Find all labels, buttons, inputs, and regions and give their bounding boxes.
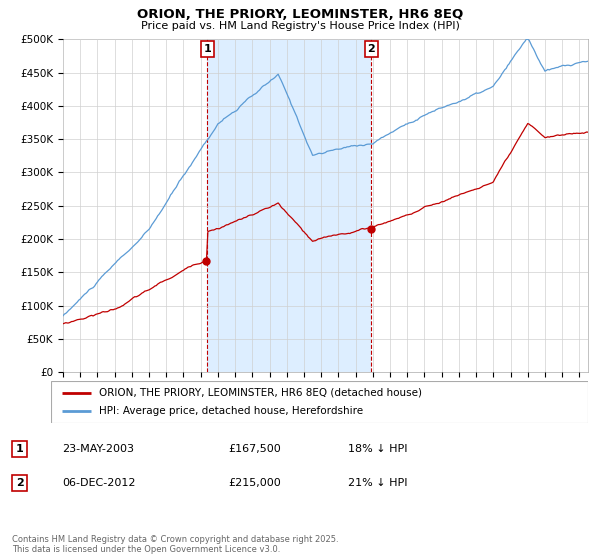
Text: 2: 2 bbox=[368, 44, 376, 54]
Text: 21% ↓ HPI: 21% ↓ HPI bbox=[347, 478, 407, 488]
Text: Price paid vs. HM Land Registry's House Price Index (HPI): Price paid vs. HM Land Registry's House … bbox=[140, 21, 460, 31]
Bar bbox=[207, 39, 371, 372]
Text: 2: 2 bbox=[16, 478, 23, 488]
Text: HPI: Average price, detached house, Herefordshire: HPI: Average price, detached house, Here… bbox=[100, 406, 364, 416]
Text: Contains HM Land Registry data © Crown copyright and database right 2025.
This d: Contains HM Land Registry data © Crown c… bbox=[12, 535, 338, 554]
Text: £215,000: £215,000 bbox=[229, 478, 281, 488]
Text: 1: 1 bbox=[16, 444, 23, 454]
Text: 1: 1 bbox=[203, 44, 211, 54]
Text: 06-DEC-2012: 06-DEC-2012 bbox=[62, 478, 136, 488]
Text: 23-MAY-2003: 23-MAY-2003 bbox=[62, 444, 134, 454]
Text: ORION, THE PRIORY, LEOMINSTER, HR6 8EQ (detached house): ORION, THE PRIORY, LEOMINSTER, HR6 8EQ (… bbox=[100, 388, 422, 398]
Text: ORION, THE PRIORY, LEOMINSTER, HR6 8EQ: ORION, THE PRIORY, LEOMINSTER, HR6 8EQ bbox=[137, 8, 463, 21]
Text: £167,500: £167,500 bbox=[229, 444, 281, 454]
Text: 18% ↓ HPI: 18% ↓ HPI bbox=[347, 444, 407, 454]
